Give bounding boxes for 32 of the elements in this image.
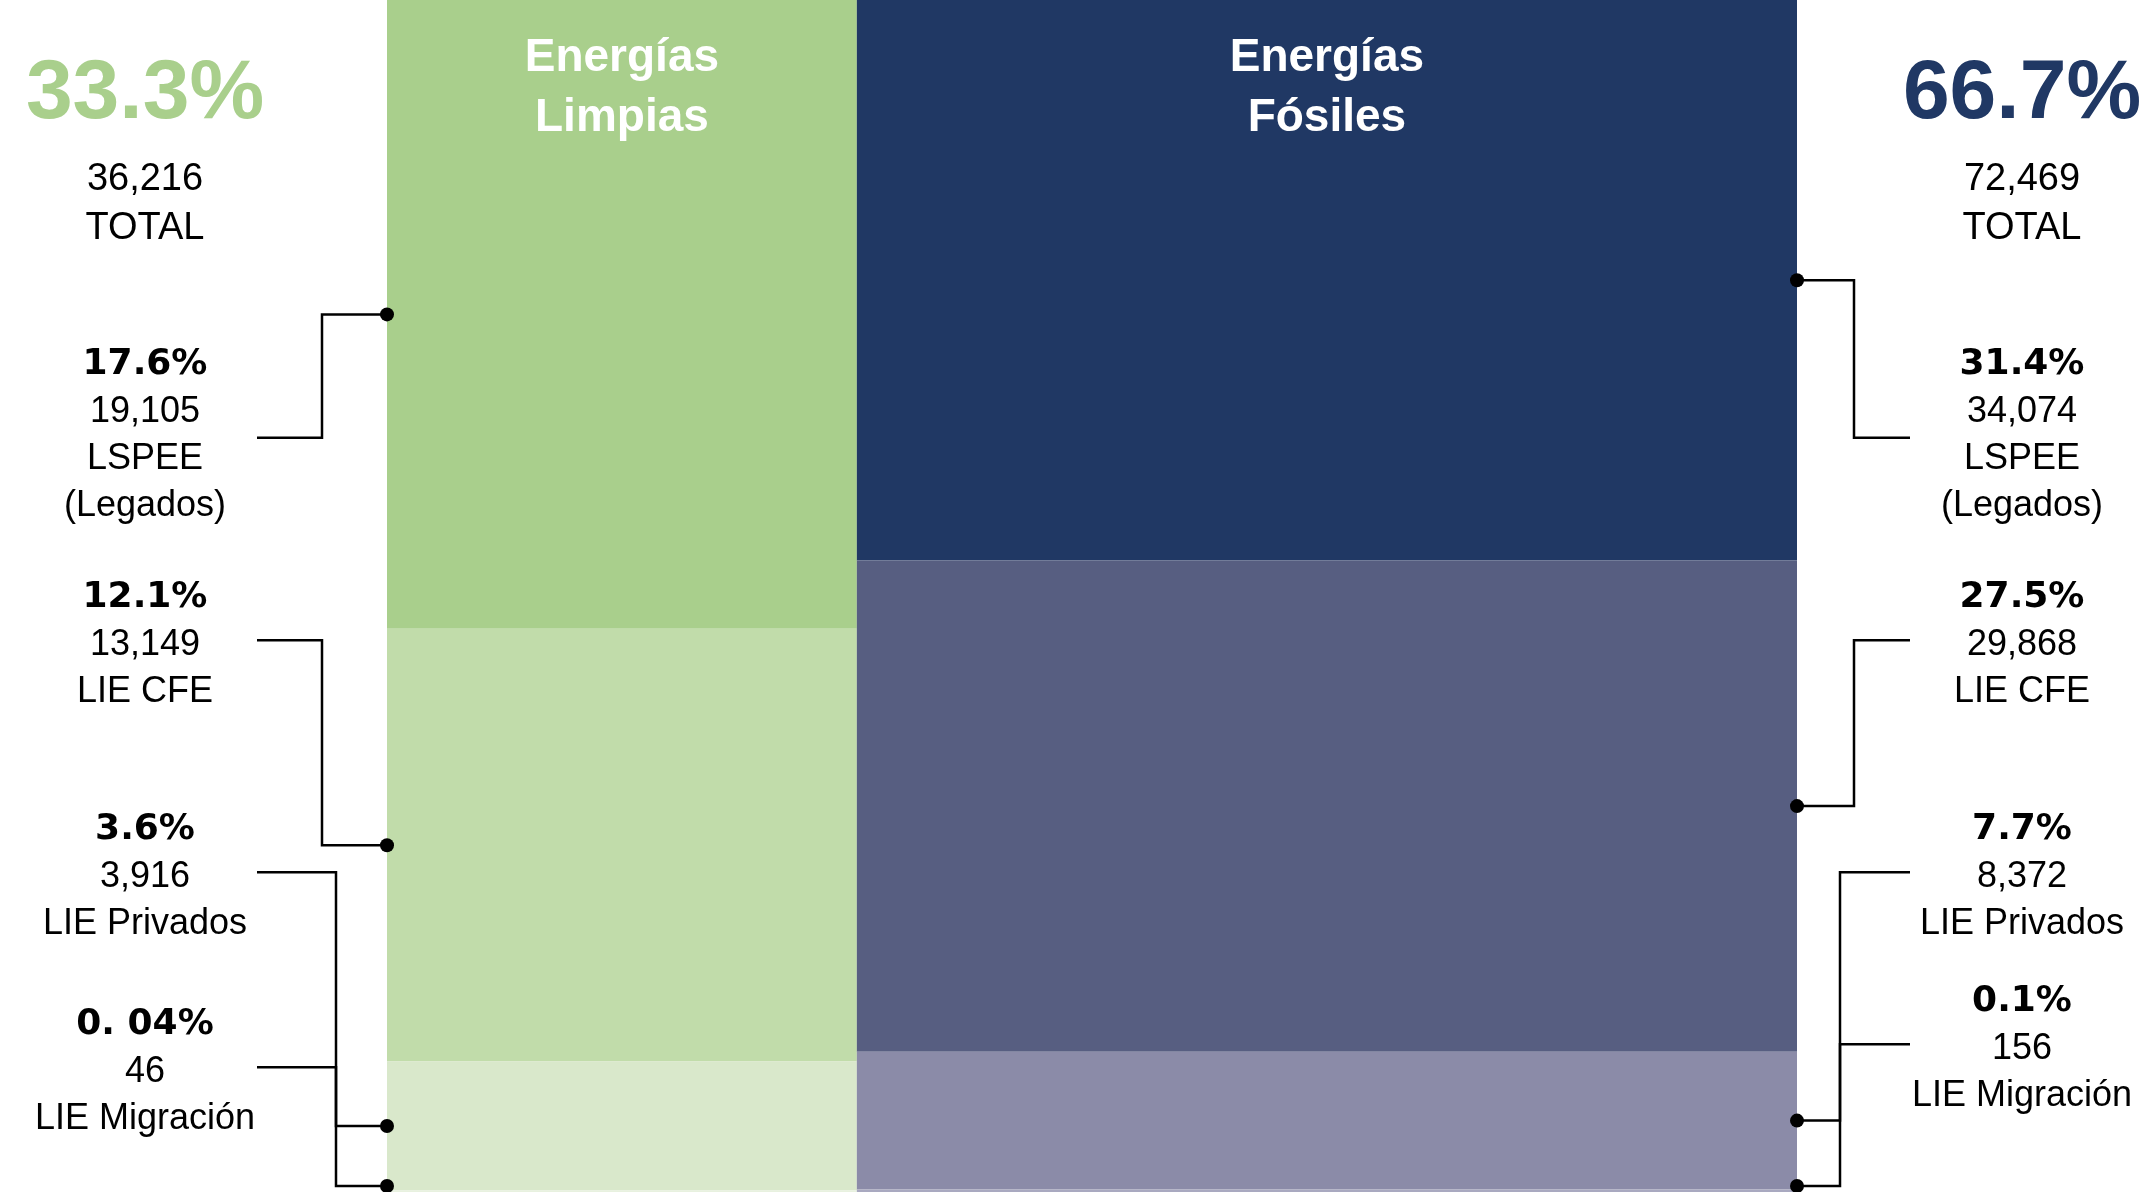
data-label: 8,372: [1976, 853, 2068, 895]
text: LIE Privados: [1919, 900, 2125, 942]
text: 72,469: [1963, 156, 2081, 199]
text: LIE Migración: [1911, 1072, 2133, 1114]
text: TOTAL: [85, 205, 205, 248]
text: 36,216: [86, 156, 204, 199]
text: LIE CFE: [76, 668, 214, 710]
text: LSPEE (Legados): [63, 435, 227, 524]
text: 3.6%: [95, 806, 195, 848]
text: 66.7%: [1902, 42, 2142, 137]
category-label: Energías Limpias: [524, 28, 720, 141]
text: LIE Migración: [34, 1095, 256, 1137]
text: LSPEE (Legados): [1940, 435, 2104, 524]
text: LIE CFE: [1953, 668, 2091, 710]
data-label: 46: [124, 1048, 166, 1090]
text: 12.1%: [82, 574, 208, 616]
text: 27.5%: [1959, 574, 2085, 616]
text: 31.4%: [1959, 341, 2085, 383]
category-label: Energías Fósiles: [1229, 28, 1425, 141]
data-label: 13,149: [89, 621, 201, 663]
text: TOTAL: [1962, 205, 2082, 248]
text: 17.6%: [82, 341, 208, 383]
text: LIE Privados: [42, 900, 248, 942]
data-label: 156: [1991, 1025, 2053, 1067]
text: 0.1%: [1972, 978, 2072, 1020]
data-label: 3,916: [99, 853, 191, 895]
text: 33.3%: [25, 42, 265, 137]
text: 7.7%: [1972, 806, 2072, 848]
data-label: 29,868: [1966, 621, 2078, 663]
data-label: 19,105: [89, 388, 201, 430]
text: 0. 04%: [76, 1001, 214, 1043]
data-label: 34,074: [1966, 388, 2078, 430]
